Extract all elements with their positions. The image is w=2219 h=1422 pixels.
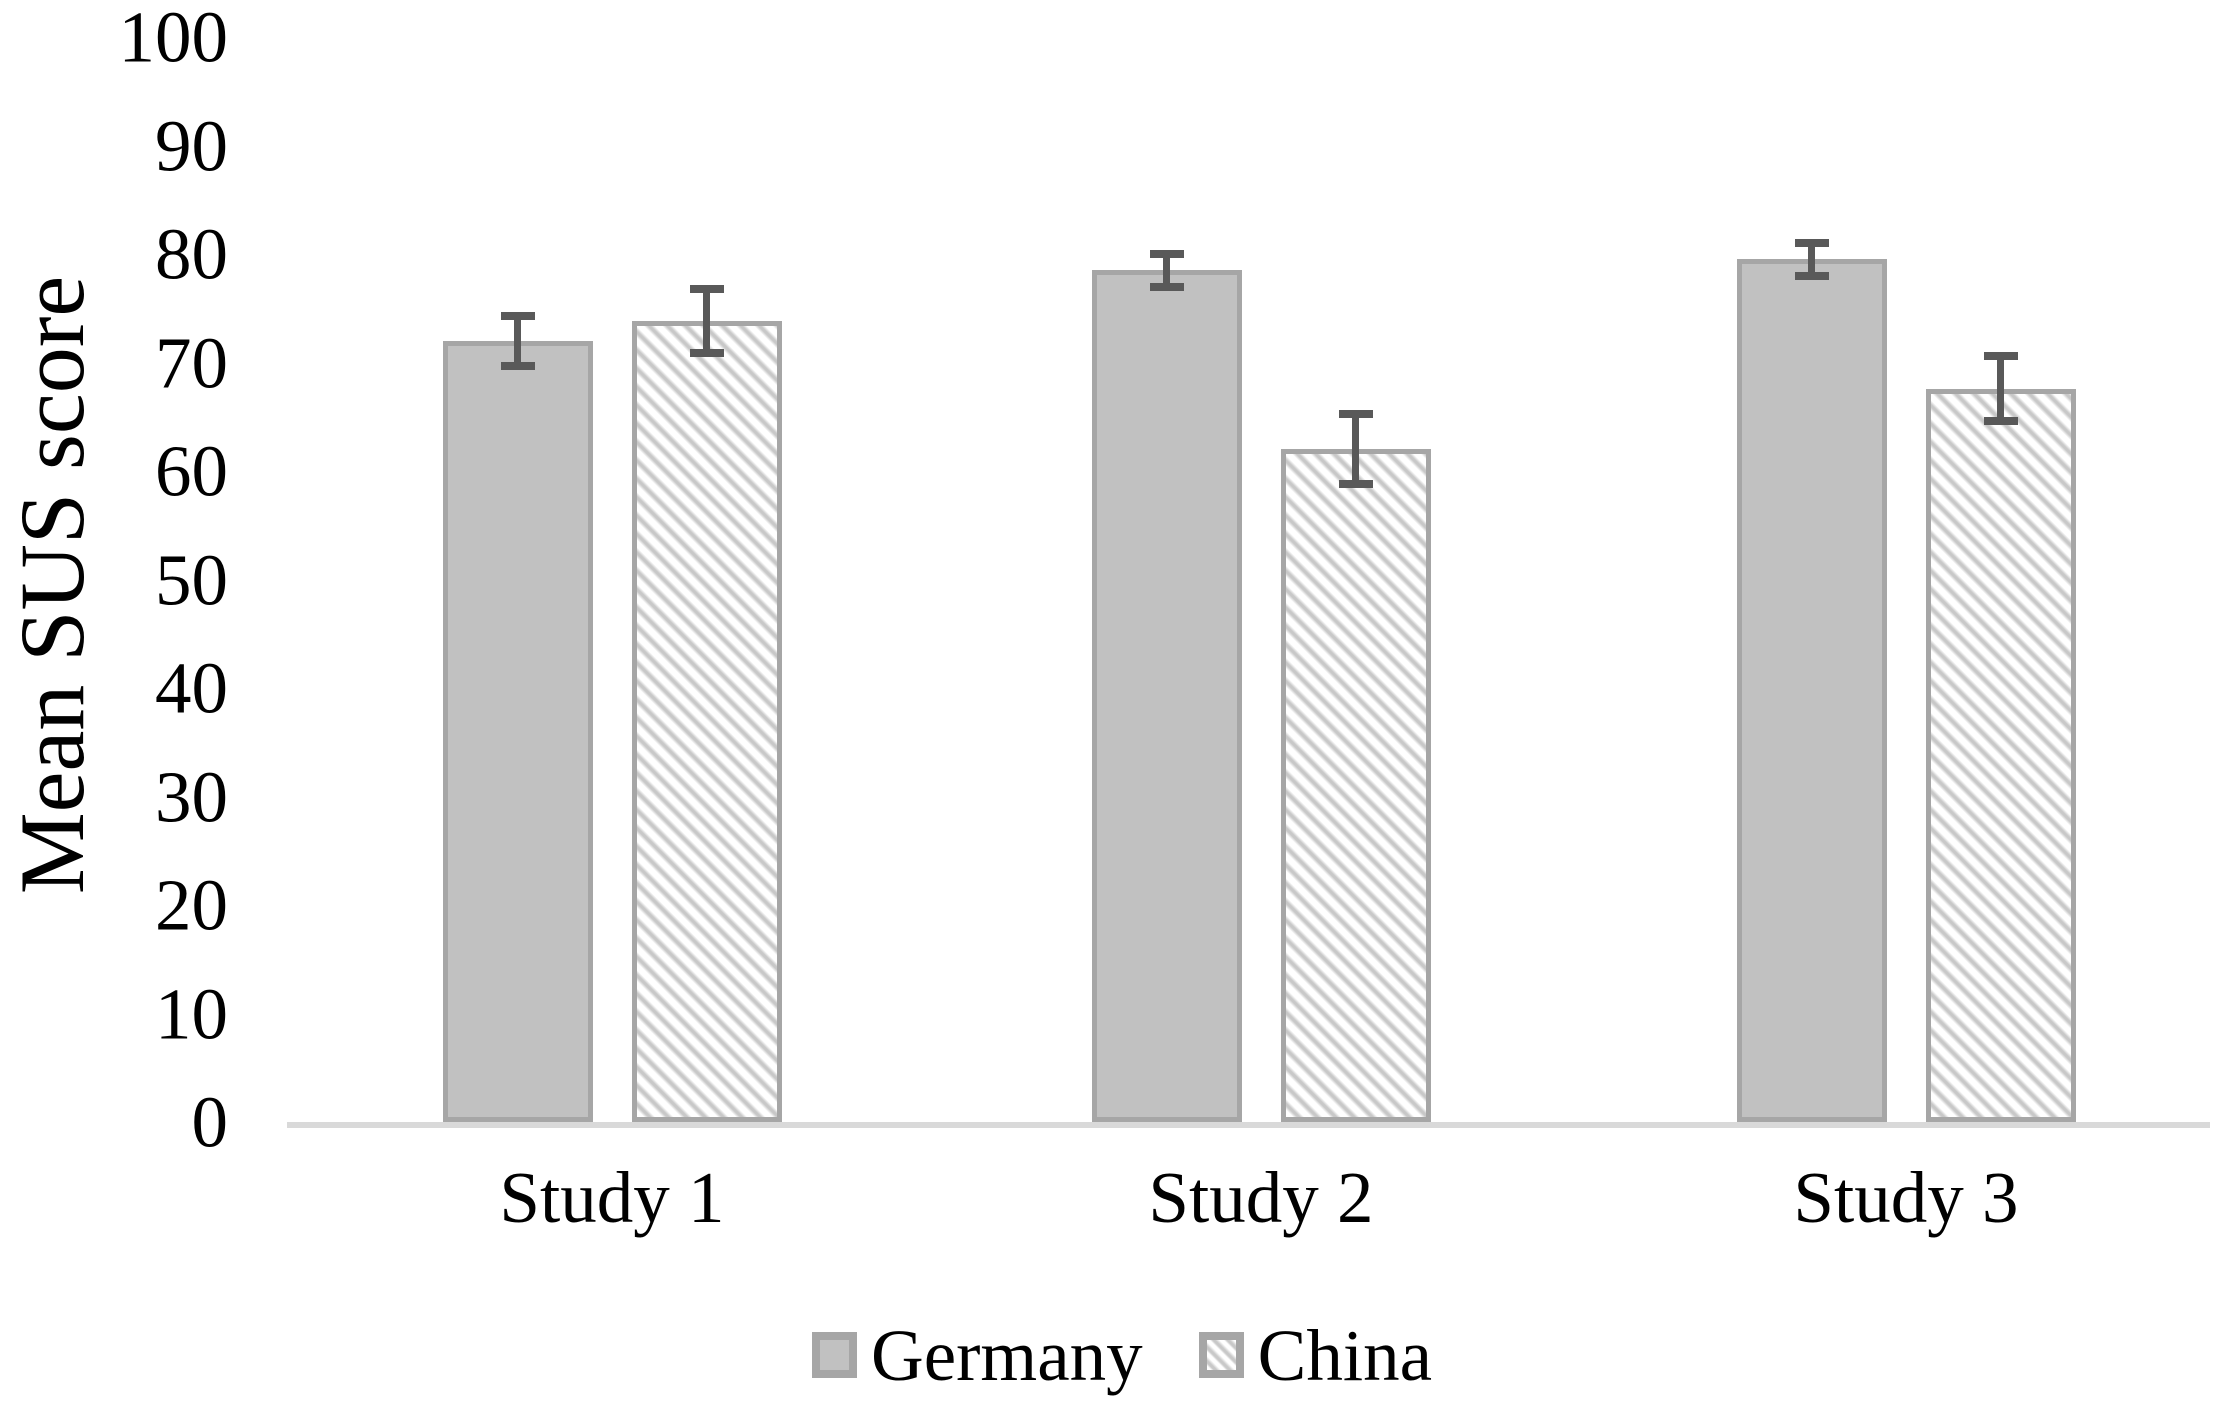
error-bar-cap xyxy=(500,311,535,320)
legend-swatch-germany-icon xyxy=(812,1332,857,1378)
legend-item-china: China xyxy=(1198,1314,1432,1396)
bar-germany-study-3 xyxy=(1736,259,1887,1122)
x-category-label-study-1: Study 1 xyxy=(499,1157,725,1238)
y-tick-label-70: 70 xyxy=(155,322,228,403)
legend-label-germany: Germany xyxy=(871,1314,1143,1396)
x-category-label-study-3: Study 3 xyxy=(1793,1157,2019,1238)
error-bar-cap xyxy=(1149,282,1184,291)
error-bar-stem xyxy=(1163,249,1170,291)
error-bar-china-study-3 xyxy=(1983,351,2018,426)
bar-china-study-1 xyxy=(631,321,782,1122)
y-tick-label-0: 0 xyxy=(191,1081,229,1163)
error-bar-cap xyxy=(1149,249,1184,258)
error-bar-china-study-1 xyxy=(689,285,724,358)
bar-germany-study-1 xyxy=(442,340,593,1122)
error-bar-stem xyxy=(1997,351,2004,426)
error-bar-germany-study-3 xyxy=(1794,238,1829,281)
y-tick-label-100: 100 xyxy=(118,0,229,78)
error-bar-cap xyxy=(1338,410,1373,419)
y-tick-label-30: 30 xyxy=(155,756,228,837)
error-bar-cap xyxy=(689,285,724,294)
error-bar-germany-study-2 xyxy=(1149,249,1184,291)
y-tick-label-50: 50 xyxy=(155,539,228,620)
error-bar-stem xyxy=(1808,238,1815,281)
error-bar-cap xyxy=(1794,272,1829,281)
error-bar-stem xyxy=(514,311,521,371)
error-bar-cap xyxy=(1983,417,2018,426)
bar-china-study-2 xyxy=(1280,449,1431,1122)
error-bar-cap xyxy=(1794,238,1829,247)
bar-germany-study-2 xyxy=(1091,270,1242,1122)
error-bar-stem xyxy=(703,285,710,358)
error-bar-cap xyxy=(500,362,535,371)
error-bar-cap xyxy=(1983,351,2018,360)
y-tick-label-20: 20 xyxy=(155,864,228,946)
y-tick-label-60: 60 xyxy=(155,430,228,512)
y-tick-label-10: 10 xyxy=(155,973,228,1054)
y-tick-label-80: 80 xyxy=(155,213,228,295)
error-bar-stem xyxy=(1352,410,1359,489)
legend-item-germany: Germany xyxy=(812,1319,1143,1392)
legend: Germany China xyxy=(812,1312,1432,1398)
y-tick-label-90: 90 xyxy=(155,105,228,186)
error-bar-cap xyxy=(1338,480,1373,489)
error-bar-china-study-2 xyxy=(1338,410,1373,489)
legend-label-china: China xyxy=(1257,1314,1432,1396)
error-bar-cap xyxy=(689,349,724,358)
bar-china-study-3 xyxy=(1925,388,2076,1122)
legend-swatch-china-icon xyxy=(1198,1332,1244,1378)
y-tick-label-40: 40 xyxy=(155,647,228,729)
error-bar-germany-study-1 xyxy=(500,311,535,371)
x-axis-line xyxy=(287,1122,2210,1128)
x-category-label-study-2: Study 2 xyxy=(1148,1157,1374,1238)
